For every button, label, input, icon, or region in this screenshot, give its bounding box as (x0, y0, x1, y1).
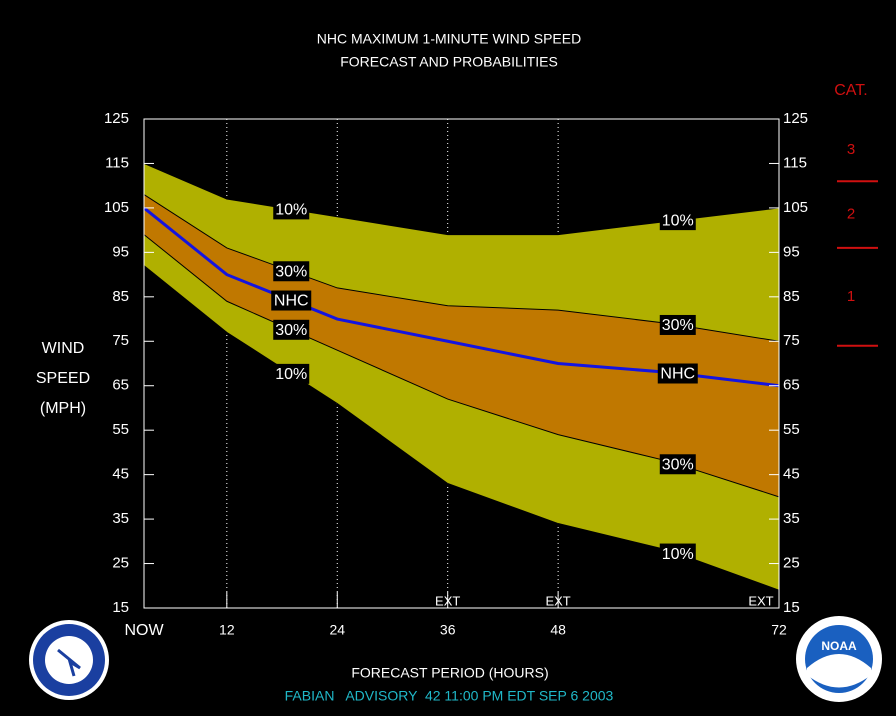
x-tick-label: 24 (329, 622, 345, 638)
y-tick-label: 65 (112, 377, 129, 394)
series-label: 30% (662, 317, 694, 334)
series-label: 10% (662, 212, 694, 229)
plot-frame (143, 118, 780, 609)
label-box (273, 319, 310, 340)
label-box (659, 314, 696, 335)
category-title: CAT. (834, 82, 867, 99)
series-label: NHC (274, 293, 309, 310)
x-tick-label: 12 (219, 622, 235, 638)
chart-title: NHC MAXIMUM 1-MINUTE WIND SPEED (317, 31, 581, 47)
y2-tick-label: 95 (783, 243, 800, 260)
series-label: 10% (662, 546, 694, 563)
label-box (659, 543, 696, 564)
y-axis-label: (MPH) (40, 400, 86, 417)
x-tick-label: 48 (550, 622, 566, 638)
category-label: 1 (847, 288, 855, 305)
label-box (271, 290, 312, 311)
category-label: 2 (847, 206, 855, 223)
y-axis-label: WIND (42, 340, 85, 357)
y2-tick-label: 15 (783, 599, 800, 616)
y-axis-label: SPEED (36, 370, 90, 387)
y-tick-label: 95 (112, 243, 129, 260)
y-tick-label: 15 (112, 599, 129, 616)
ext-label: EXT (545, 593, 570, 608)
y-tick-label: 55 (112, 421, 129, 438)
x-tick-label: NOW (124, 622, 164, 639)
y-tick-label: 25 (112, 555, 129, 572)
y-tick-label: 125 (104, 110, 129, 127)
ext-label: EXT (748, 593, 773, 608)
x-tick-label: 72 (771, 622, 787, 638)
series-label: 10% (275, 366, 307, 383)
footer: FABIAN ADVISORY 42 11:00 PM EDT SEP 6 20… (285, 688, 614, 704)
y2-tick-label: 85 (783, 288, 800, 305)
label-box (659, 454, 696, 475)
label-box (273, 261, 310, 282)
y-tick-label: 115 (105, 154, 129, 171)
x-tick-label: 36 (440, 622, 456, 638)
y-tick-label: 105 (104, 199, 129, 216)
y-tick-label: 35 (112, 510, 129, 527)
category-label: 3 (847, 141, 855, 158)
y-tick-label: 85 (112, 288, 129, 305)
logo-bolt (57, 648, 81, 677)
noaa-logo: NOAA (796, 616, 882, 702)
y2-tick-label: 35 (783, 510, 800, 527)
nws-logo (29, 620, 109, 700)
y-tick-label: 45 (112, 466, 129, 483)
label-box (659, 210, 696, 231)
y2-tick-label: 25 (783, 555, 800, 572)
label-box (273, 363, 310, 384)
y2-tick-label: 125 (783, 110, 808, 127)
y2-tick-label: 115 (783, 154, 807, 171)
y2-tick-label: 55 (783, 421, 800, 438)
ext-label: EXT (435, 593, 460, 608)
chart-subtitle: FORECAST AND PROBABILITIES (340, 54, 558, 70)
y2-tick-label: 45 (783, 466, 800, 483)
y2-tick-label: 75 (783, 332, 800, 349)
series-label: 30% (275, 322, 307, 339)
y-tick-label: 75 (112, 332, 129, 349)
label-box (657, 363, 698, 384)
series-label: NHC (660, 366, 695, 383)
series-label: 10% (275, 202, 307, 219)
logo-gull (807, 654, 871, 688)
series-label: 30% (662, 456, 694, 473)
band-fill (144, 194, 779, 497)
x-axis-label: FORECAST PERIOD (HOURS) (351, 665, 548, 681)
y2-tick-label: 105 (783, 199, 808, 216)
label-box (273, 199, 310, 220)
y2-tick-label: 65 (783, 377, 800, 394)
logo-text: NOAA (821, 639, 857, 653)
series-label: 30% (275, 263, 307, 280)
